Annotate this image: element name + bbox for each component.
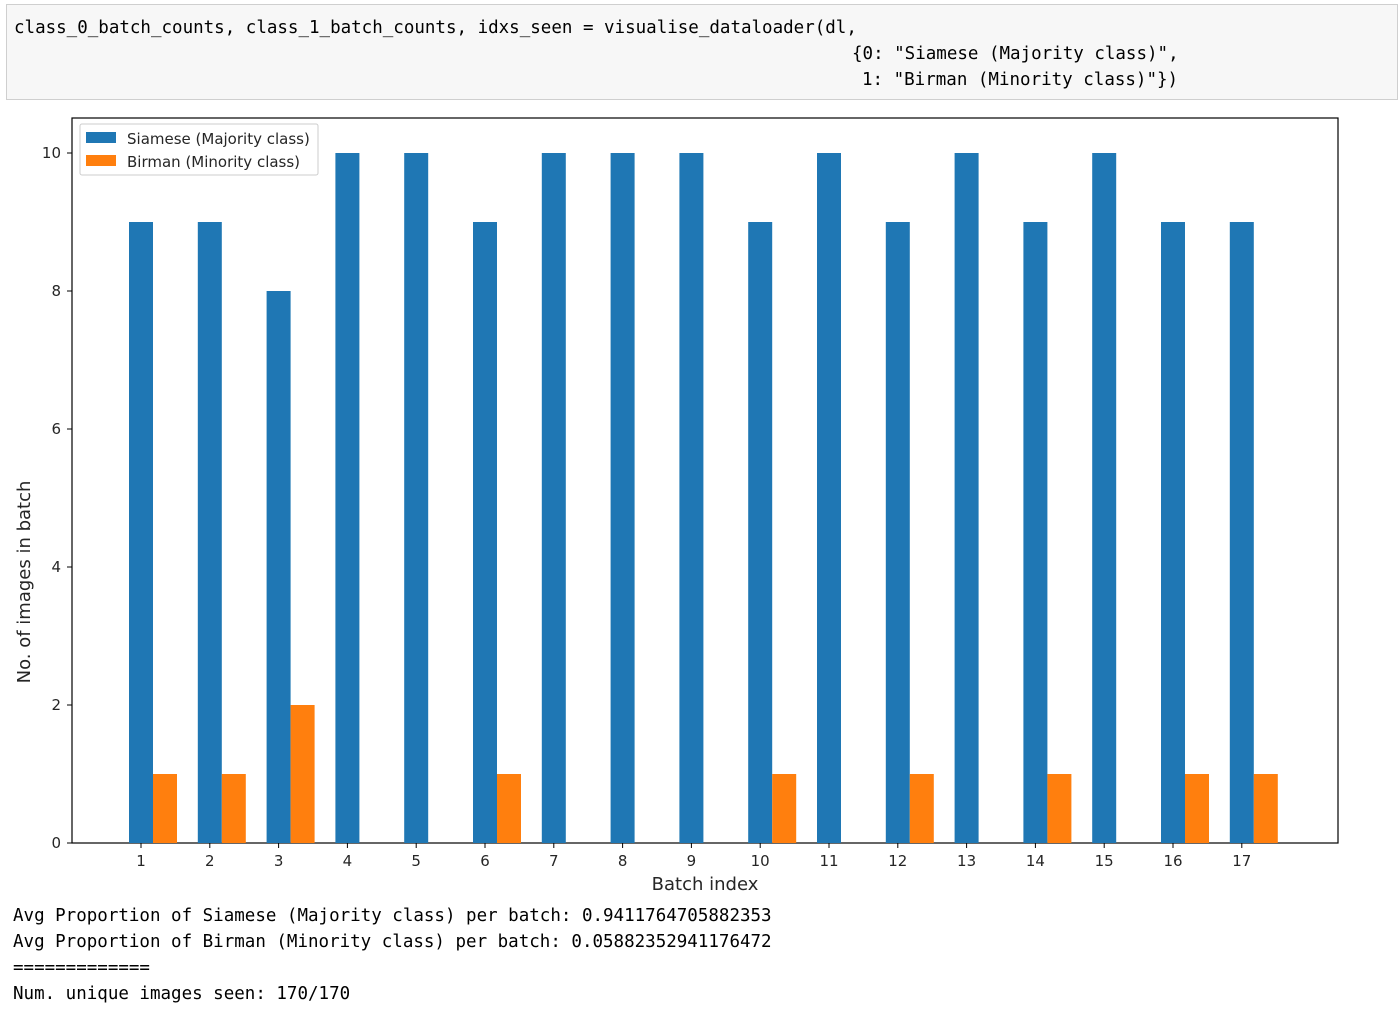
bar-majority-9 bbox=[679, 153, 704, 843]
bar-majority-4 bbox=[335, 153, 360, 843]
bar-majority-11 bbox=[817, 153, 841, 843]
x-tick-label: 13 bbox=[957, 852, 976, 870]
code-line-2: {0: "Siamese (Majority class)", bbox=[852, 44, 1179, 64]
x-tick-label: 15 bbox=[1095, 852, 1114, 870]
x-tick-label: 2 bbox=[205, 852, 215, 870]
bar-majority-17 bbox=[1229, 222, 1254, 843]
y-tick-label: 2 bbox=[51, 696, 61, 714]
output-line-unique: Num. unique images seen: 170/170 bbox=[13, 984, 351, 1004]
x-tick-label: 5 bbox=[411, 852, 421, 870]
bar-majority-7 bbox=[541, 153, 566, 843]
x-tick-label: 11 bbox=[819, 852, 838, 870]
bar-majority-10 bbox=[748, 222, 773, 843]
legend-swatch-minority bbox=[86, 155, 116, 166]
bars-group bbox=[129, 153, 1278, 843]
legend-label-majority: Siamese (Majority class) bbox=[127, 130, 310, 148]
legend: Siamese (Majority class) Birman (Minorit… bbox=[79, 123, 319, 176]
y-axis-label: No. of images in batch bbox=[14, 481, 35, 684]
bar-minority-10 bbox=[772, 774, 797, 843]
x-axis: 1 2 3 4 5 6 7 8 9 10 11 12 13 14 15 16 17 bbox=[136, 843, 1251, 870]
x-tick-label: 6 bbox=[480, 852, 490, 870]
bar-majority-6 bbox=[473, 222, 497, 843]
bar-majority-16 bbox=[1161, 222, 1185, 843]
bar-majority-1 bbox=[129, 222, 153, 843]
bar-minority-2 bbox=[221, 774, 246, 843]
bar-minority-12 bbox=[909, 774, 934, 843]
x-tick-label: 14 bbox=[1026, 852, 1045, 870]
x-tick-label: 8 bbox=[618, 852, 628, 870]
bar-minority-1 bbox=[153, 774, 177, 843]
legend-swatch-majority bbox=[86, 132, 116, 143]
y-tick-label: 4 bbox=[51, 558, 61, 576]
bar-majority-3 bbox=[266, 291, 291, 843]
output-separator: ============= bbox=[13, 958, 150, 978]
bar-minority-6 bbox=[497, 774, 521, 843]
bar-majority-14 bbox=[1023, 222, 1048, 843]
code-line-3: 1: "Birman (Minority class)"}) bbox=[862, 70, 1179, 90]
bar-minority-14 bbox=[1047, 774, 1072, 843]
bar-majority-15 bbox=[1092, 153, 1117, 843]
x-tick-label: 7 bbox=[549, 852, 559, 870]
x-tick-label: 16 bbox=[1163, 852, 1182, 870]
x-tick-label: 3 bbox=[274, 852, 284, 870]
y-tick-label: 0 bbox=[51, 834, 61, 852]
bar-majority-8 bbox=[610, 153, 635, 843]
y-tick-label: 8 bbox=[51, 282, 61, 300]
bar-majority-5 bbox=[404, 153, 429, 843]
legend-label-minority: Birman (Minority class) bbox=[127, 153, 300, 171]
x-tick-label: 1 bbox=[136, 852, 146, 870]
output-line-majority: Avg Proportion of Siamese (Majority clas… bbox=[13, 906, 772, 926]
bar-minority-17 bbox=[1253, 774, 1278, 843]
legend-box bbox=[79, 123, 319, 176]
bar-minority-3 bbox=[290, 705, 315, 843]
y-axis: 0 2 4 6 8 10 bbox=[42, 144, 72, 852]
bar-majority-2 bbox=[197, 222, 222, 843]
plot-area-frame bbox=[71, 117, 1339, 844]
x-tick-label: 4 bbox=[343, 852, 353, 870]
bar-minority-16 bbox=[1185, 774, 1209, 843]
x-tick-label: 9 bbox=[687, 852, 697, 870]
x-axis-label: Batch index bbox=[652, 874, 759, 895]
y-tick-label: 10 bbox=[42, 144, 61, 162]
x-tick-label: 17 bbox=[1232, 852, 1251, 870]
bar-majority-13 bbox=[954, 153, 979, 843]
y-tick-label: 6 bbox=[51, 420, 61, 438]
code-cell[interactable]: class_0_batch_counts, class_1_batch_coun… bbox=[6, 4, 1398, 100]
code-line-1: class_0_batch_counts, class_1_batch_coun… bbox=[14, 18, 857, 38]
x-tick-label: 12 bbox=[888, 852, 907, 870]
bar-majority-12 bbox=[885, 222, 910, 843]
x-tick-label: 10 bbox=[751, 852, 770, 870]
output-line-minority: Avg Proportion of Birman (Minority class… bbox=[13, 932, 772, 952]
